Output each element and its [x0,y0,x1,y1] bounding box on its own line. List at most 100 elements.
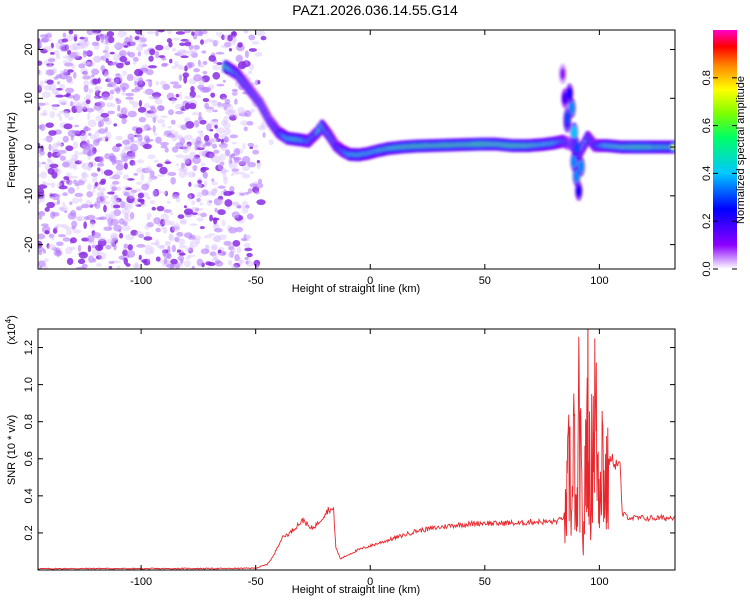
noise-speckle [102,50,108,54]
noise-speckle [228,226,238,234]
noise-speckle [224,98,231,105]
noise-speckle [223,106,227,111]
noise-speckle [220,145,224,149]
noise-speckle [117,30,125,38]
noise-speckle [78,251,88,259]
noise-speckle [72,33,79,38]
noise-speckle [140,199,145,205]
noise-speckle [146,31,155,35]
noise-speckle [242,165,251,172]
noise-speckle [123,212,130,219]
noise-speckle [211,245,217,251]
x-tick-label: -50 [248,576,264,588]
noise-speckle [171,47,177,52]
y-tick-label: 0.4 [23,488,35,503]
noise-speckle [68,56,74,62]
noise-speckle [196,258,204,267]
noise-speckle [152,125,156,133]
noise-speckle [115,97,120,102]
noise-speckle [88,132,92,136]
noise-speckle [198,64,205,68]
noise-speckle [171,225,181,232]
noise-speckle [206,38,214,43]
noise-speckle [56,182,63,187]
noise-speckle [250,108,255,113]
noise-speckle [198,150,207,157]
noise-speckle [143,135,150,143]
noise-speckle [63,68,69,77]
noise-speckle [79,133,88,141]
noise-speckle [196,136,202,143]
noise-speckle [63,123,73,130]
figure-title: PAZ1.2026.036.14.55.G14 [292,2,458,18]
noise-speckle [62,55,71,59]
noise-speckle [104,153,111,160]
noise-speckle [171,65,177,70]
noise-speckle [223,127,232,136]
noise-speckle [186,49,195,56]
noise-speckle [123,45,129,48]
noise-speckle [47,58,56,63]
noise-speckle [220,170,227,174]
noise-speckle [183,260,191,268]
noise-speckle [66,44,70,52]
noise-speckle [107,217,114,225]
noise-speckle [155,50,160,59]
noise-speckle [51,147,55,152]
noise-speckle [88,160,97,167]
noise-speckle [49,163,59,169]
noise-speckle [234,112,239,120]
noise-speckle [94,85,99,94]
noise-speckle [176,249,182,253]
noise-speckle [58,206,63,211]
noise-speckle [197,116,203,122]
noise-speckle [115,175,121,179]
noise-speckle [235,54,244,63]
noise-speckle [54,226,59,230]
noise-speckle [175,93,180,98]
noise-speckle [205,108,215,113]
noise-speckle [123,162,128,170]
noise-speckle [57,149,67,154]
noise-speckle [162,219,172,226]
noise-speckle [107,76,112,83]
noise-speckle [144,247,153,255]
noise-speckle [69,246,76,251]
noise-speckle [220,44,229,49]
noise-speckle [38,102,46,106]
noise-speckle [113,43,121,49]
noise-speckle [215,164,224,172]
noise-speckle [106,102,113,108]
noise-speckle [83,36,89,43]
noise-speckle [95,244,104,252]
noise-speckle [109,240,115,248]
noise-speckle [97,120,102,128]
noise-speckle [113,199,120,205]
noise-speckle [48,130,57,136]
noise-speckle [54,193,62,198]
noise-speckle [242,142,246,150]
noise-speckle [110,195,117,203]
noise-speckle [134,261,139,268]
y-tick-label: 0 [23,144,35,150]
noise-speckle [38,84,42,91]
noise-speckle [159,141,169,146]
noise-speckle [101,200,111,205]
y-tick-label: 20 [23,43,35,55]
noise-speckle [212,64,220,71]
noise-speckle [73,71,77,79]
noise-speckle [161,63,168,68]
noise-speckle [96,196,105,204]
noise-speckle [112,174,121,180]
noise-speckle [100,168,104,175]
burst-blob [573,141,579,154]
noise-speckle [51,103,58,111]
noise-speckle [233,156,242,161]
noise-speckle [60,142,64,147]
noise-speckle [221,219,226,227]
noise-speckle [92,78,100,85]
noise-speckle [110,210,114,219]
noise-speckle [131,88,141,93]
noise-speckle [42,109,48,117]
